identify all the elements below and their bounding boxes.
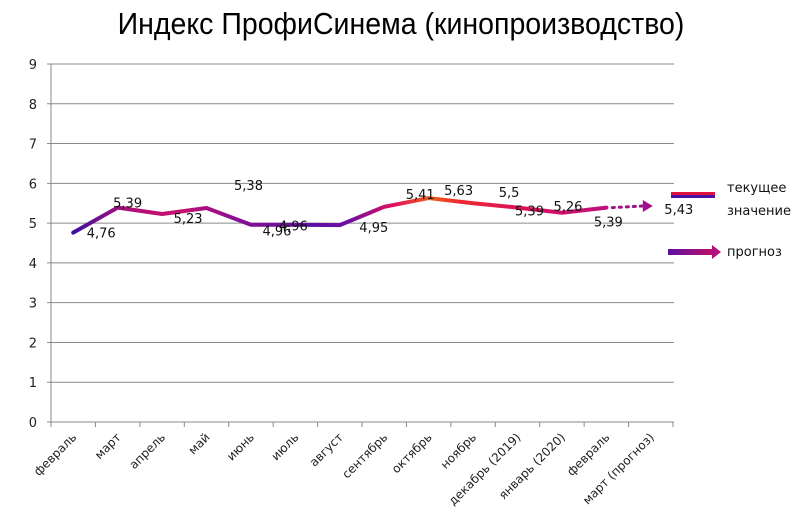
legend-current-label-1: текущее xyxy=(727,181,786,196)
y-tick-label: 3 xyxy=(29,297,37,312)
data-label: 4,96 xyxy=(262,225,291,240)
y-tick-label: 4 xyxy=(29,257,37,272)
data-label: 5,26 xyxy=(553,200,582,215)
x-tick-label: ноябрь xyxy=(438,430,479,471)
forecast-arrow-head-icon xyxy=(642,200,653,213)
x-tick-label: октябрь xyxy=(389,430,435,476)
y-tick-label: 6 xyxy=(29,177,37,192)
x-tick-label: февраль xyxy=(31,430,79,478)
y-tick-label: 9 xyxy=(29,58,37,73)
y-tick-label: 2 xyxy=(29,336,37,351)
x-axis-ticks: февраль март апрель май июнь июль августсентяб… xyxy=(31,422,674,508)
data-label: 4,95 xyxy=(359,221,388,236)
x-tick-label: март xyxy=(92,430,124,462)
data-label: 5,63 xyxy=(444,184,473,199)
data-label: 5,41 xyxy=(406,188,435,203)
data-label: 5,38 xyxy=(234,179,263,194)
legend-forecast-label: прогноз xyxy=(727,245,782,260)
legend-current-swatch-bottom xyxy=(671,195,715,198)
y-axis-ticks: 0 1 2 3 4 5 6 7 8 9 xyxy=(29,58,37,431)
y-tick-label: 1 xyxy=(29,376,37,391)
forecast-arrow-head-icon xyxy=(712,245,721,259)
y-tick-label: 7 xyxy=(29,138,37,153)
legend-item-current: текущее значение xyxy=(671,181,791,219)
data-label: 4,76 xyxy=(87,227,116,242)
data-label: 5,39 xyxy=(515,205,544,220)
data-labels: 4,76 5,39 5,23 5,38 4,964,96 4,95 5,41 5,63 5,5 5… xyxy=(87,179,694,242)
x-tick-label: май xyxy=(186,430,213,457)
x-tick-label: сентябрь xyxy=(339,430,390,481)
chart-title: Индекс ПрофиСинема (кинопроизводство) xyxy=(117,6,685,41)
current-value-line xyxy=(71,196,609,235)
gridlines xyxy=(47,63,674,423)
x-tick-label: август xyxy=(307,430,346,469)
legend: текущее значение прогноз xyxy=(668,181,791,260)
data-label: 5,23 xyxy=(174,212,203,227)
legend-current-swatch-top xyxy=(671,192,715,195)
data-label: 4,96 xyxy=(279,220,308,235)
forecast-arrow-icon xyxy=(668,249,714,255)
series-lines xyxy=(71,196,653,235)
data-label: 5,5 xyxy=(499,186,520,201)
axes xyxy=(50,64,674,426)
y-tick-label: 8 xyxy=(29,98,37,113)
data-label: 5,39 xyxy=(113,197,142,212)
data-label: 5,39 xyxy=(594,216,623,231)
x-tick-label: июнь xyxy=(224,430,257,463)
legend-current-label-2: значение xyxy=(727,204,791,219)
y-tick-label: 5 xyxy=(29,217,37,232)
legend-item-forecast: прогноз xyxy=(668,245,782,260)
x-tick-label: июль xyxy=(268,430,301,463)
x-tick-label: апрель xyxy=(127,430,169,472)
forecast-dotted-line xyxy=(610,204,645,210)
forecast-data-label: 5,43 xyxy=(664,203,693,218)
y-tick-label: 0 xyxy=(29,416,37,431)
